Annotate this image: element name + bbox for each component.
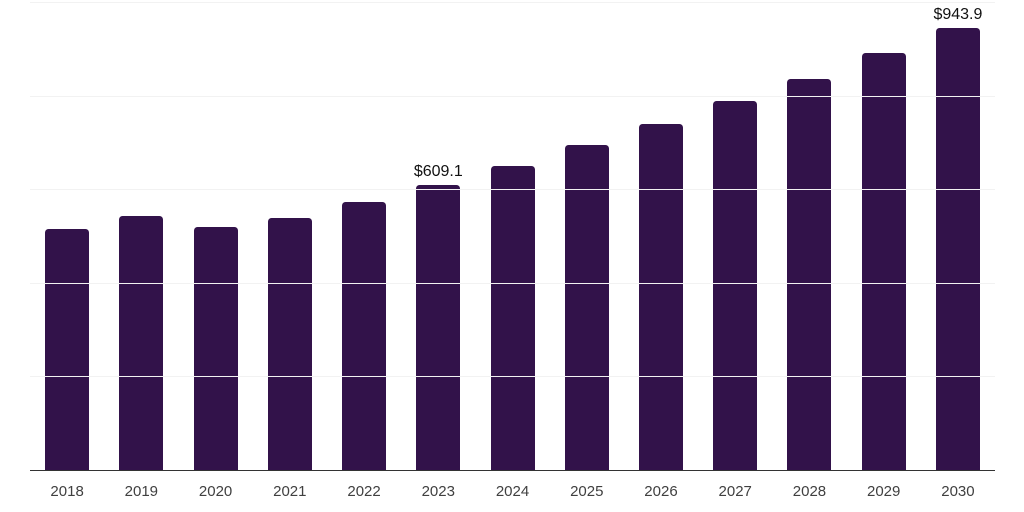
x-axis-label-2030: 2030	[941, 483, 975, 500]
bar-slot-2030: $943.9	[921, 2, 995, 470]
bar-slot-2019	[104, 2, 178, 470]
x-axis-label-2022: 2022	[347, 483, 381, 500]
x-axis-label-2018: 2018	[50, 483, 84, 500]
bar-2021[interactable]	[267, 217, 312, 470]
bar-slot-2028	[772, 2, 846, 470]
bar-2018[interactable]	[45, 229, 90, 470]
x-axis-label-2028: 2028	[792, 483, 827, 500]
bar-slot-2029	[847, 2, 921, 470]
bar-2024[interactable]	[490, 165, 535, 470]
gridline-400	[30, 282, 995, 284]
x-axis: 2018 2019 2020 2021 2022 2023 2024 2025 2026 2027…	[30, 483, 995, 501]
bar-2020[interactable]	[193, 227, 238, 470]
bar-2028[interactable]	[787, 78, 832, 470]
bar-2023[interactable]	[416, 184, 461, 470]
x-axis-label-2023: 2023	[421, 483, 455, 500]
bar-2019[interactable]	[119, 215, 164, 470]
bar-slot-2026	[624, 2, 698, 470]
gridline-600	[30, 189, 995, 191]
gridline-200	[30, 376, 995, 378]
bar-slot-2018	[30, 2, 104, 470]
gridline-1000	[30, 2, 995, 3]
gridline-800	[30, 95, 995, 97]
bar-2030[interactable]	[935, 28, 980, 470]
bar-slot-2021	[253, 2, 327, 470]
bar-2027[interactable]	[713, 100, 758, 470]
x-axis-label-2029: 2029	[867, 483, 901, 500]
bar-slot-2025	[550, 2, 624, 470]
x-axis-label-2021: 2021	[273, 483, 307, 500]
bar-slot-2022	[327, 2, 401, 470]
x-axis-label-2024: 2024	[495, 483, 530, 500]
bar-slot-2027	[698, 2, 772, 470]
bar-2025[interactable]	[564, 144, 609, 470]
x-axis-label-2020: 2020	[198, 483, 233, 500]
bar-slot-2024	[475, 2, 549, 470]
bar-2022[interactable]	[342, 202, 387, 470]
bar-2029[interactable]	[861, 53, 906, 470]
x-axis-label-2025: 2025	[570, 483, 604, 500]
bar-2026[interactable]	[638, 124, 683, 470]
bars-row: $609.1 $943.9	[30, 2, 995, 470]
bar-slot-2023: $609.1	[401, 2, 475, 470]
plot-area: $609.1 $943.9	[30, 2, 995, 471]
x-axis-label-2027: 2027	[718, 483, 752, 500]
data-label-2030: $943.9	[933, 6, 983, 24]
x-axis-label-2026: 2026	[644, 483, 678, 500]
data-label-2023: $609.1	[413, 162, 463, 180]
x-axis-label-2019: 2019	[124, 483, 159, 500]
bar-slot-2020	[178, 2, 252, 470]
